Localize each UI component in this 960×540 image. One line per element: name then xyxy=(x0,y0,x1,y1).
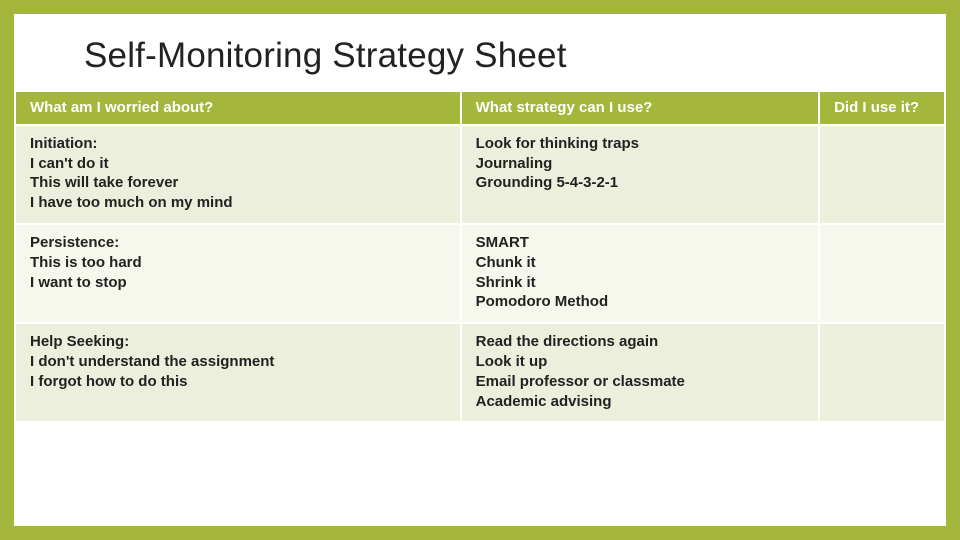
cell-worry: Initiation: I can't do it This will take… xyxy=(15,125,461,224)
cell-used xyxy=(819,125,945,224)
cell-used xyxy=(819,323,945,422)
col-header-strategy: What strategy can I use? xyxy=(461,91,819,125)
table-row: Initiation: I can't do it This will take… xyxy=(15,125,945,224)
table-row: Help Seeking: I don't understand the ass… xyxy=(15,323,945,422)
cell-worry: Persistence: This is too hard I want to … xyxy=(15,224,461,323)
col-header-worry: What am I worried about? xyxy=(15,91,461,125)
cell-strategy: SMART Chunk it Shrink it Pomodoro Method xyxy=(461,224,819,323)
cell-worry: Help Seeking: I don't understand the ass… xyxy=(15,323,461,422)
table-row: Persistence: This is too hard I want to … xyxy=(15,224,945,323)
strategy-table: What am I worried about? What strategy c… xyxy=(14,90,946,423)
col-header-used: Did I use it? xyxy=(819,91,945,125)
table-header-row: What am I worried about? What strategy c… xyxy=(15,91,945,125)
page-title: Self-Monitoring Strategy Sheet xyxy=(14,14,946,90)
cell-strategy: Look for thinking traps Journaling Groun… xyxy=(461,125,819,224)
cell-strategy: Read the directions again Look it up Ema… xyxy=(461,323,819,422)
slide-frame: Self-Monitoring Strategy Sheet What am I… xyxy=(0,0,960,540)
cell-used xyxy=(819,224,945,323)
